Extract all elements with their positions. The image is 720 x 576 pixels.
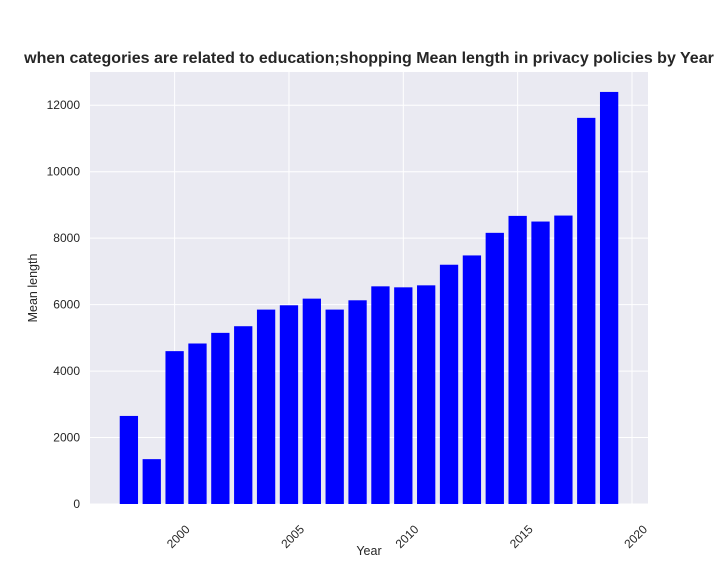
x-axis-ticks: 2000 2005 2010 2015 2020	[164, 522, 650, 551]
bar-2013	[462, 255, 482, 504]
bar-2016	[531, 221, 550, 505]
bar-2000	[165, 351, 184, 504]
bar-2007	[325, 309, 344, 504]
bar-2010	[394, 287, 413, 504]
x-tick-label: 2020	[621, 522, 650, 551]
bar-2003	[234, 326, 253, 504]
bar-2018	[577, 117, 596, 504]
x-tick-label: 2010	[393, 522, 422, 551]
bar-2006	[302, 298, 321, 504]
bar-2011	[417, 285, 436, 504]
y-tick-label: 6000	[53, 298, 80, 312]
bar-2019	[599, 91, 619, 504]
y-tick-label: 0	[73, 497, 80, 511]
y-axis-label: Mean length	[26, 254, 40, 323]
y-tick-label: 12000	[47, 98, 81, 112]
bar-2005	[279, 305, 299, 504]
y-axis-ticks: 0 2000 4000 6000 8000 10000 12000	[47, 98, 81, 511]
bar-2014	[485, 232, 504, 505]
x-tick-label: 2000	[164, 522, 193, 551]
bar-2008	[348, 300, 367, 504]
bars	[119, 91, 619, 505]
chart-title: when categories are related to education…	[23, 50, 714, 67]
bar-2002	[211, 332, 230, 504]
bar-2015	[508, 215, 527, 505]
x-axis-label: Year	[356, 544, 381, 558]
x-tick-label: 2015	[507, 522, 536, 551]
x-tick-label: 2005	[278, 522, 307, 551]
bar-2001	[188, 343, 207, 504]
y-tick-label: 10000	[47, 165, 81, 179]
bar-2012	[439, 264, 459, 504]
y-tick-label: 2000	[53, 431, 80, 445]
bar-1998	[119, 415, 139, 504]
bar-2004	[256, 309, 276, 504]
bar-2017	[554, 215, 573, 504]
y-tick-label: 4000	[53, 364, 80, 378]
y-tick-label: 8000	[53, 231, 80, 245]
bar-2009	[371, 286, 390, 504]
bar-1999	[142, 459, 161, 504]
